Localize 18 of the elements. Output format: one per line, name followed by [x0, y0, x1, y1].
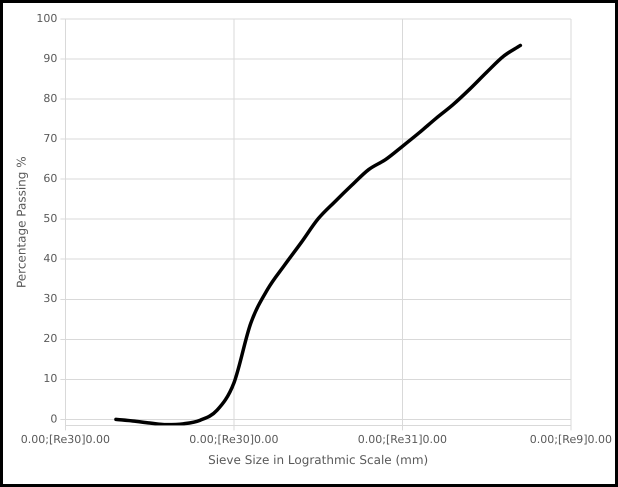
y-tick-label: 60: [43, 172, 58, 186]
x-tick-label: 0.00;[Re9]0.00: [530, 432, 612, 446]
x-tick-label: 0.00;[Re31]0.00: [358, 432, 447, 446]
y-tick-label: 10: [43, 372, 58, 386]
x-axis-title: Sieve Size in Lograthmic Scale (mm): [208, 452, 428, 467]
y-tick-label: 100: [36, 12, 58, 25]
x-tick-label: 0.00;[Re30]0.00: [189, 432, 278, 446]
y-tick-label: 70: [43, 132, 58, 145]
y-tick-label: 90: [43, 52, 58, 65]
y-tick-label: 0: [50, 412, 58, 426]
y-tick-label: 50: [43, 212, 58, 226]
y-tick-label: 20: [43, 332, 58, 346]
line-series: [114, 44, 522, 426]
y-tick-label: 80: [43, 92, 58, 105]
y-tick-label: 30: [43, 292, 58, 306]
y-tick-label: 40: [43, 252, 58, 266]
x-tick-label: 0.00;[Re30]0.00: [20, 432, 110, 446]
y-axis-title: Percentage Passing %: [14, 156, 28, 288]
